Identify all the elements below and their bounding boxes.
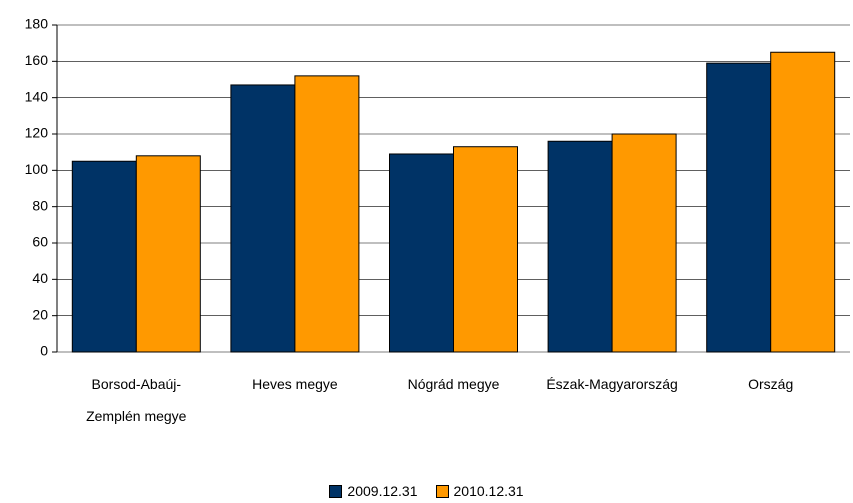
bar bbox=[71, 160, 137, 353]
x-tick-label: Heves megye bbox=[252, 376, 338, 392]
y-tick-label: 80 bbox=[32, 197, 48, 213]
bar bbox=[611, 133, 677, 353]
x-tick-label: Ország bbox=[748, 376, 794, 392]
legend-item: 2010.12.31 bbox=[435, 483, 524, 499]
legend-label: 2009.12.31 bbox=[347, 483, 418, 499]
legend: 2009.12.31 2010.12.31 bbox=[0, 483, 853, 499]
legend-label: 2010.12.31 bbox=[453, 483, 524, 499]
x-tick-label: Észak-Magyarország bbox=[546, 376, 678, 392]
bar bbox=[706, 62, 772, 353]
legend-swatch bbox=[435, 484, 449, 498]
y-tick-label: 160 bbox=[25, 52, 49, 68]
bar bbox=[453, 146, 518, 353]
bar bbox=[135, 155, 201, 353]
x-tick-label: Borsod-Abaúj-Zemplén megye bbox=[86, 376, 187, 424]
x-tick-label: Nógrád megye bbox=[407, 376, 500, 392]
y-tick-label: 20 bbox=[32, 306, 48, 322]
bar bbox=[230, 84, 296, 353]
y-tick-label: 100 bbox=[25, 161, 49, 177]
y-tick-label: 120 bbox=[25, 125, 49, 141]
bar bbox=[294, 75, 360, 353]
y-tick-label: 60 bbox=[32, 234, 48, 250]
y-tick-label: 140 bbox=[25, 88, 49, 104]
y-tick-label: 180 bbox=[25, 16, 49, 32]
bar bbox=[389, 153, 454, 353]
y-tick-label: 40 bbox=[32, 270, 48, 286]
y-tick-label: 0 bbox=[40, 343, 48, 359]
legend-item: 2009.12.31 bbox=[329, 483, 418, 499]
bar bbox=[547, 140, 613, 353]
legend-swatch bbox=[329, 484, 343, 498]
bar bbox=[770, 51, 836, 353]
